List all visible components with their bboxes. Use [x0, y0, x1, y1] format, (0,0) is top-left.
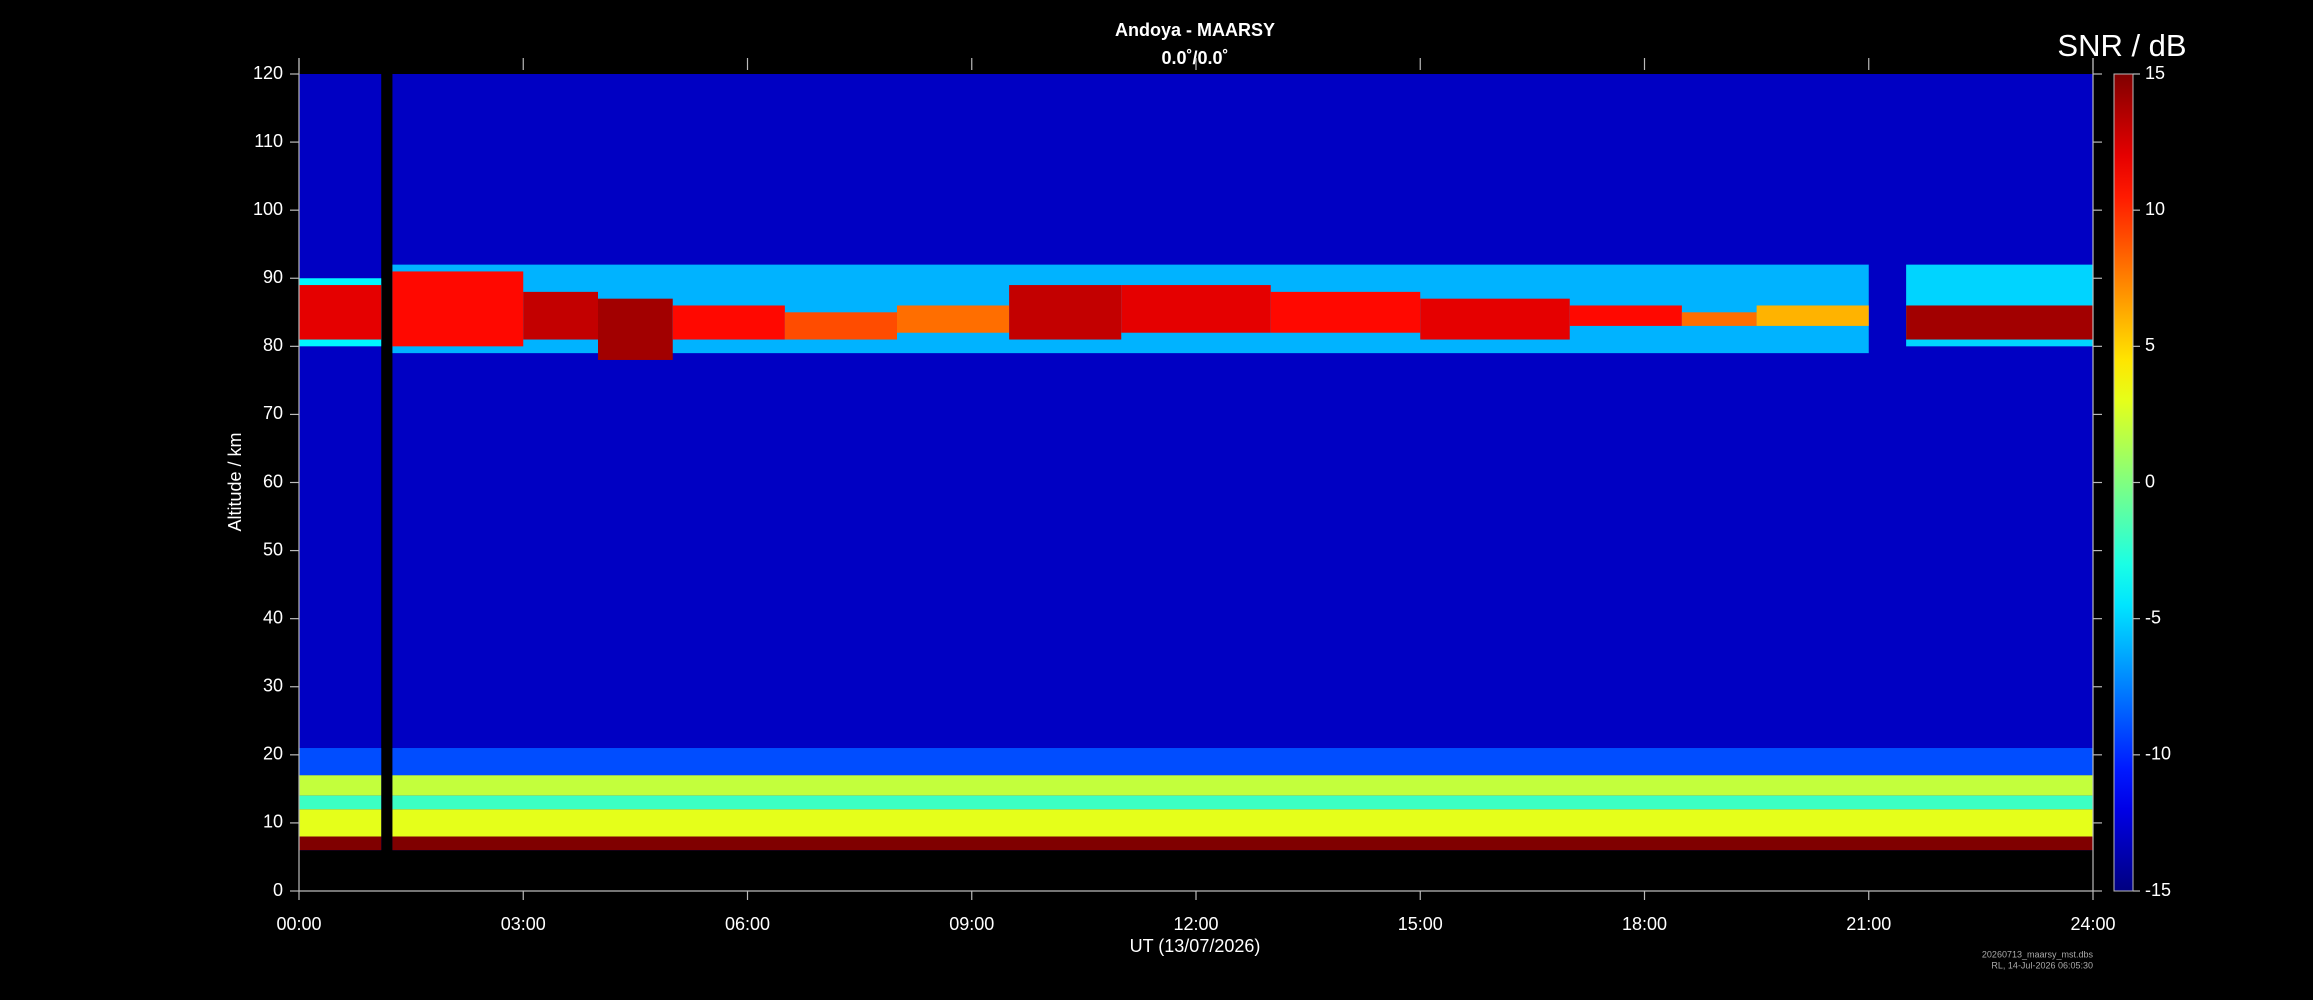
colorbar-tick-label: -5: [2145, 607, 2161, 627]
chart-title: Andoya - MAARSY: [1115, 20, 1275, 40]
heatmap-cell: [672, 305, 785, 340]
x-tick-label: 06:00: [725, 914, 770, 934]
y-tick-label: 30: [263, 676, 283, 696]
y-tick-label: 120: [253, 63, 283, 83]
colorbar-tick-label: 0: [2145, 471, 2155, 491]
heatmap-cell: [1121, 285, 1271, 333]
x-tick-label: 21:00: [1846, 914, 1891, 934]
heatmap-cell: [784, 312, 897, 340]
heatmap-cell: [299, 795, 382, 810]
x-tick-label: 00:00: [276, 914, 321, 934]
heatmap-cell: [1569, 305, 1682, 326]
x-tick-label: 18:00: [1622, 914, 1667, 934]
y-tick-label: 40: [263, 607, 283, 627]
colorbar-tick-label: 10: [2145, 199, 2165, 219]
y-tick-label: 60: [263, 471, 283, 491]
x-tick-label: 12:00: [1173, 914, 1218, 934]
heatmap-cell: [392, 74, 2093, 851]
footer-stamp: RL, 14-Jul-2026 06:05:30: [1991, 960, 2093, 970]
heatmap-cell: [1756, 305, 1869, 326]
colorbar-tick-label: 15: [2145, 63, 2165, 83]
colorbar-tick-label: -10: [2145, 744, 2171, 764]
heatmap-cell: [392, 809, 2093, 837]
x-tick-label: 09:00: [949, 914, 994, 934]
x-axis-label: UT (13/07/2026): [1130, 936, 1261, 956]
y-tick-label: 110: [254, 131, 283, 151]
heatmap-cell: [299, 74, 382, 851]
y-tick-label: 50: [263, 539, 283, 559]
y-tick-label: 90: [263, 267, 283, 287]
heatmap-cell: [299, 775, 382, 796]
y-tick-label: 20: [263, 744, 283, 764]
x-tick-label: 15:00: [1398, 914, 1443, 934]
y-tick-label: 80: [263, 335, 283, 355]
x-tick-label: 24:00: [2070, 914, 2115, 934]
heatmap-cell: [598, 298, 673, 360]
colorbar: [2113, 73, 2134, 892]
heatmap-cell: [1681, 312, 1757, 326]
heatmap-cell: [1906, 305, 2093, 340]
y-tick-label: 0: [273, 880, 283, 900]
heatmap-cell: [392, 836, 2093, 851]
y-axis-label: Altitude / km: [225, 432, 245, 531]
colorbar-label: SNR / dB: [2057, 28, 2186, 63]
heatmap-cell: [299, 285, 382, 340]
y-tick-label: 100: [253, 199, 283, 219]
y-tick-label: 10: [263, 812, 283, 832]
footer-file: 20260713_maarsy_mst.dbs: [1982, 949, 2094, 959]
heatmap-cell: [299, 836, 382, 851]
heatmap-cell: [392, 795, 2093, 810]
heatmap-cell: [299, 748, 382, 776]
chart-subtitle: 0.0˚/0.0˚: [1161, 48, 1228, 68]
heatmap-cell: [1270, 291, 1421, 333]
y-tick-label: 70: [263, 403, 283, 423]
heatmap-cell: [392, 271, 524, 347]
x-tick-label: 03:00: [501, 914, 546, 934]
heatmap-cell: [299, 809, 382, 837]
heatmap-cell: [392, 775, 2093, 796]
heatmap-cell: [392, 748, 2093, 776]
heatmap-cell: [1009, 285, 1122, 340]
heatmap-cell: [897, 305, 1010, 333]
heatmap-cell: [1420, 298, 1570, 340]
colorbar-tick-label: -15: [2145, 880, 2171, 900]
colorbar-tick-label: 5: [2145, 335, 2155, 355]
heatmap-cell: [523, 291, 598, 340]
